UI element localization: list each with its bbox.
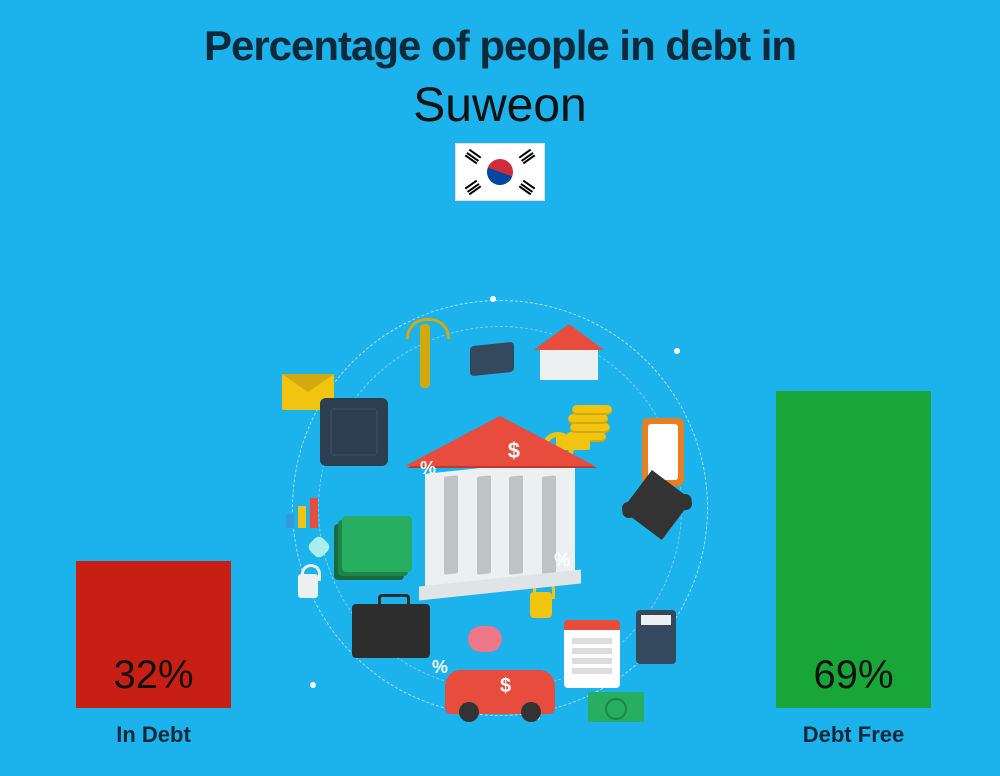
dollar-icon: $: [500, 675, 511, 698]
city-name: Suweon: [0, 78, 1000, 133]
clipboard-icon: [564, 620, 620, 688]
finance-illustration: % % % $ $: [280, 288, 720, 728]
chart-area: 32% In Debt 69% Debt Free: [0, 228, 1000, 748]
safe-icon: [320, 398, 388, 466]
calculator-icon: [636, 610, 676, 664]
house-icon: [534, 328, 604, 380]
percent-icon: %: [554, 550, 570, 571]
bar-in-debt-value: 32%: [113, 653, 193, 708]
piggy-bank-icon: [468, 626, 502, 652]
padlock-icon: [530, 592, 552, 618]
cash-stack-icon: [342, 516, 412, 572]
banknote-icon: [588, 692, 644, 722]
bar-in-debt-label: In Debt: [76, 722, 231, 748]
bar-debt-free-label: Debt Free: [776, 722, 931, 748]
korea-flag-icon: [455, 143, 545, 201]
dollar-icon: $: [508, 438, 520, 464]
percent-icon: %: [420, 458, 436, 479]
bar-debt-free: 69% Debt Free: [776, 391, 931, 748]
calculator-dark-icon: [470, 342, 514, 377]
lock-white-icon: [298, 574, 318, 598]
percent-icon: %: [432, 657, 448, 678]
briefcase-icon: [352, 604, 430, 658]
bar-debt-free-value: 69%: [813, 653, 893, 708]
mini-chart-icon: [286, 496, 326, 528]
caduceus-icon: [420, 324, 430, 388]
page-title: Percentage of people in debt in: [0, 0, 1000, 70]
bar-in-debt: 32% In Debt: [76, 561, 231, 748]
